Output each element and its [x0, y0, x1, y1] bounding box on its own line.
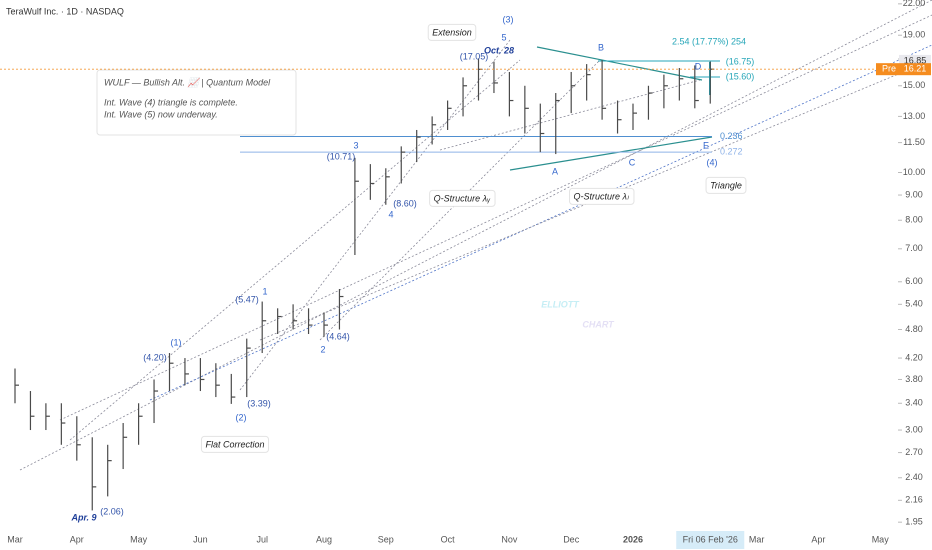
annotation: 2.54 (17.77%) 254	[672, 36, 746, 46]
y-tick-label: 13.00	[903, 111, 926, 121]
x-tick-label: May	[872, 534, 890, 544]
annotation: 5	[501, 32, 506, 42]
annotation: (3.39)	[247, 398, 271, 408]
annotation-box	[705, 176, 747, 194]
annotation: Apr. 9	[70, 512, 96, 522]
y-tick-label: 3.80	[905, 374, 923, 384]
y-tick-label: 11.50	[903, 137, 925, 147]
x-tick-label: May	[130, 534, 148, 544]
annotation: 3	[353, 140, 358, 150]
x-tick-label: Dec	[563, 534, 580, 544]
annotation: Extension	[432, 27, 472, 37]
y-tick-label: 10.00	[903, 167, 926, 177]
annotation: (1)	[171, 337, 182, 347]
y-tick-label: 6.00	[905, 276, 923, 286]
y-tick-label: 2.40	[905, 472, 923, 482]
annotation: (8.60)	[393, 198, 417, 208]
fib-label: 0.236	[720, 131, 743, 141]
fib-label: 0.272	[720, 146, 743, 156]
annotation: (2.06)	[100, 506, 124, 516]
x-tick-label: Fri 06 Feb '26	[683, 534, 738, 544]
last-price-box	[876, 63, 931, 76]
last-price-label: 16.21	[904, 64, 927, 74]
y-tick-label: 19.00	[903, 30, 926, 40]
annotation: D	[695, 61, 702, 71]
x-tick-label: Sep	[378, 534, 394, 544]
annotation: A	[552, 166, 558, 176]
y-tick-label: 15.00	[903, 80, 926, 90]
annotation: E	[703, 140, 709, 150]
annotation: Q-Structure λᵧ	[434, 193, 491, 203]
annotation: 1	[262, 286, 267, 296]
annotation: 2	[320, 344, 325, 354]
y-tick-label: 2.16	[905, 495, 923, 505]
y-tick-label: 8.00	[905, 215, 923, 225]
y-tick-label: 4.80	[905, 324, 923, 334]
x-tick-label: Aug	[316, 534, 332, 544]
annotation: (4.64)	[326, 331, 350, 341]
x-tick-label: Oct	[441, 534, 456, 544]
chart-title: TeraWulf Inc. · 1D · NASDAQ	[6, 6, 124, 16]
note-line: Int. Wave (4) triangle is complete.	[104, 97, 238, 107]
crosshair-date-box	[676, 531, 745, 549]
x-tick-label: Jun	[193, 534, 208, 544]
y-tick-label: 2.70	[905, 447, 923, 457]
triangle-lower	[509, 136, 713, 171]
annotation: (15.60)	[726, 71, 755, 81]
x-tick-label: Apr	[70, 534, 84, 544]
annotation: B	[598, 42, 604, 52]
annotation-box	[427, 23, 477, 41]
annotation: C	[629, 157, 636, 167]
y-tick-label: 3.40	[905, 398, 923, 408]
y-tick-label: 5.40	[905, 299, 923, 309]
annotation-box	[569, 187, 635, 205]
note-line: Int. Wave (5) now underway.	[104, 109, 218, 119]
annotation: 4	[388, 209, 393, 219]
y-tick-label: 1.95	[905, 517, 923, 527]
annotation: Q-Structure λₗ	[574, 191, 630, 201]
x-tick-label: 2026	[623, 534, 643, 544]
annotation: (5.47)	[235, 294, 259, 304]
y-tick-label: 7.00	[905, 243, 923, 253]
x-tick-label: Nov	[501, 534, 518, 544]
triangle-upper	[536, 46, 703, 81]
y-tick-label: 4.20	[905, 352, 923, 362]
annotation: (10.71)	[327, 151, 356, 161]
y-tick-label: 22.00	[903, 0, 926, 8]
annotation: (3)	[503, 14, 514, 24]
x-tick-label: Mar	[7, 534, 23, 544]
annotation: (17.05)	[460, 51, 489, 61]
y-tick-label: 3.00	[905, 424, 923, 434]
x-tick-label: Mar	[749, 534, 765, 544]
annotation: (16.75)	[726, 56, 755, 66]
annotation: Triangle	[710, 180, 742, 190]
x-tick-label: Jul	[256, 534, 268, 544]
y-tick-label: 9.00	[905, 189, 923, 199]
x-tick-label: Apr	[811, 534, 825, 544]
last-price-tag: Pre	[882, 64, 896, 74]
note-box	[96, 69, 297, 136]
watermark: CHART	[582, 319, 615, 329]
annotation: (4)	[707, 157, 718, 167]
annotation: Flat Correction	[205, 439, 264, 449]
annotation: (4.20)	[143, 352, 167, 362]
watermark: ELLIOTT	[541, 299, 580, 309]
annotation: Oct. 28	[484, 45, 514, 55]
price-line-label: 16.85	[904, 55, 927, 65]
note-title: WULF — Bullish Alt. 📈 | Quantum Model	[104, 76, 271, 87]
annotation-box	[200, 435, 270, 453]
annotation-box	[429, 189, 496, 207]
annotation: (2)	[236, 412, 247, 422]
